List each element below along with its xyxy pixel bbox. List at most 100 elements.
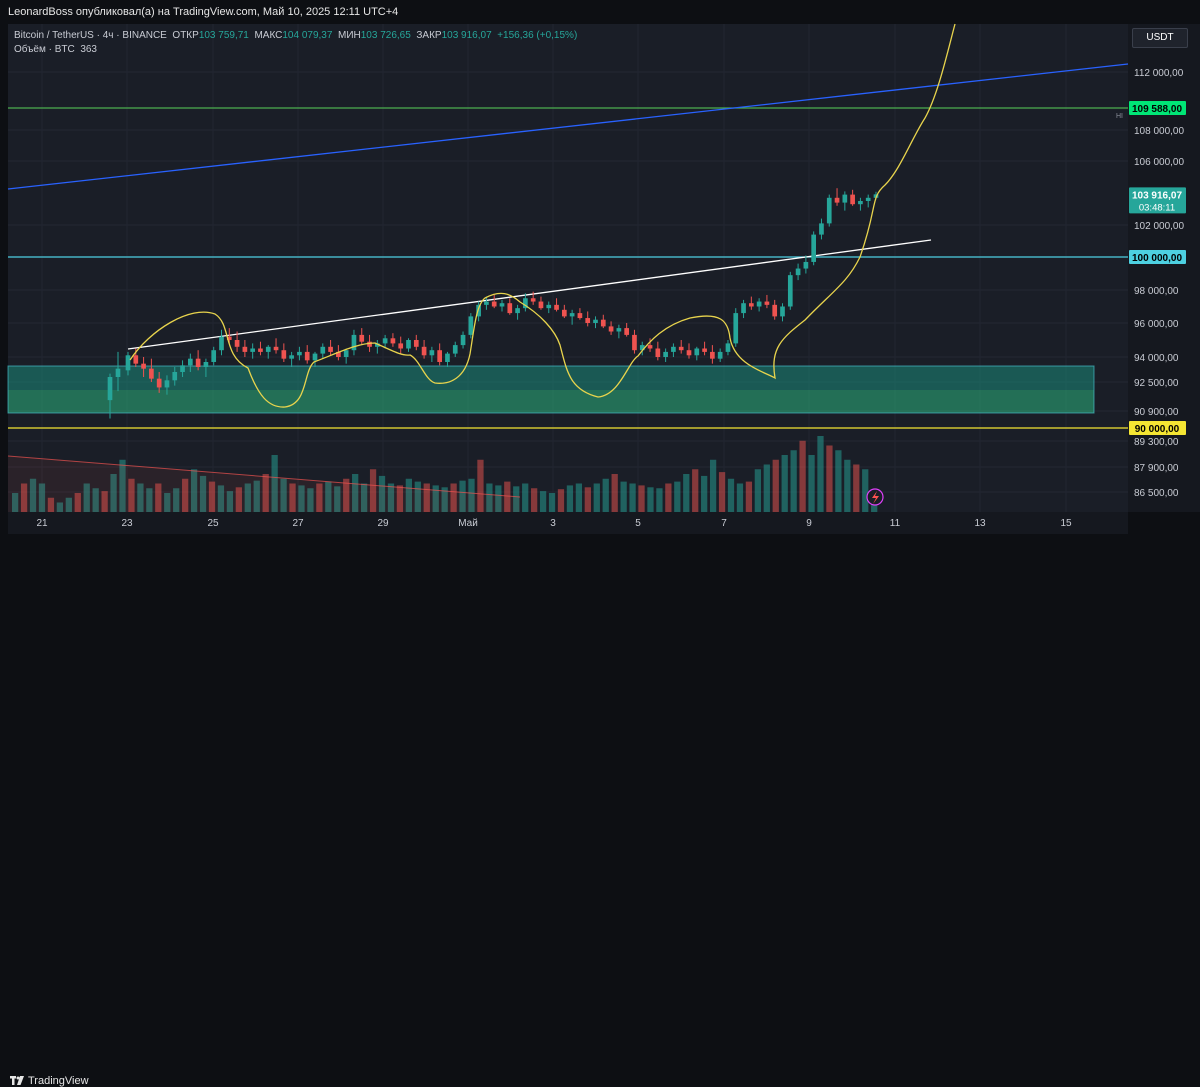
candle-body [850, 194, 855, 205]
candle-body [741, 303, 746, 314]
volume-bar [799, 440, 806, 512]
volume-bar [253, 480, 260, 512]
trend-lines [7, 63, 1129, 512]
volume-bar [548, 493, 556, 512]
volume-bar [781, 455, 788, 512]
chart-legend: Bitcoin / TetherUS · 4ч · BINANCE ОТКР10… [14, 30, 577, 41]
volume-bar [513, 486, 520, 512]
volume-bar [83, 483, 90, 512]
volume-bar [208, 481, 216, 512]
volume-bar [539, 491, 547, 512]
candle-body [312, 353, 318, 361]
volume-bar [378, 475, 386, 512]
volume-bar [656, 488, 663, 512]
x-tick-label: 3 [550, 518, 556, 529]
volume-bar [38, 483, 46, 512]
candle-body [826, 197, 832, 224]
legend-symbol: Bitcoin / TetherUS · 4ч · BINANCE [14, 30, 167, 41]
volume-bar [790, 450, 797, 512]
candle-body [655, 348, 661, 357]
y-tick-label: 112 000,00 [1134, 68, 1184, 79]
candle-body [795, 268, 801, 276]
candle-body [320, 346, 326, 354]
candle-body [242, 346, 248, 352]
grid [8, 24, 1128, 512]
volume-bar [647, 487, 654, 512]
price-label-box [1129, 250, 1186, 264]
candle-body [717, 351, 723, 359]
volume-trend-shade [8, 456, 520, 512]
volume-bar [835, 450, 842, 512]
candle-body [491, 301, 497, 307]
candle-body [819, 223, 824, 235]
volume-bar [217, 485, 225, 512]
candle-body [476, 304, 481, 317]
volume-bar [298, 485, 305, 512]
volume-bar [271, 455, 278, 512]
time-axis[interactable] [8, 512, 1128, 534]
volume-bar [47, 497, 55, 512]
y-tick-label: 96 000,00 [1134, 319, 1179, 330]
candle-body [725, 343, 731, 352]
candle-body [515, 308, 520, 314]
volume-bar [450, 483, 457, 512]
volume-bar [736, 483, 744, 512]
support-zone-upper [8, 366, 1094, 390]
chart-area[interactable] [8, 24, 1128, 512]
candle-body [203, 362, 209, 367]
lightning-icon[interactable] [866, 488, 884, 506]
hi-marker: HI [1116, 113, 1123, 120]
volume-bar [199, 475, 207, 512]
x-tick-label: 5 [635, 518, 641, 529]
legend-high: 104 079,37 [282, 30, 333, 41]
chart-svg[interactable]: 112 000,00 108 000,00 106 000,00 102 000,00… [0, 0, 1200, 562]
volume-bar [182, 478, 189, 512]
volume-label: Объём · BTC [14, 44, 75, 55]
candle-body [406, 340, 411, 349]
volume-bar [74, 493, 81, 512]
support-zone-border [7, 365, 1095, 414]
candle-body [421, 346, 427, 356]
x-tick-label: 21 [36, 518, 48, 529]
price-label-box [1129, 421, 1186, 435]
candle-body [577, 313, 583, 319]
volume-bar [65, 497, 72, 512]
header-bar: LeonardBoss опубликовал(а) на TradingVie… [0, 0, 1200, 24]
volume-bar [423, 483, 430, 512]
candle-body [694, 348, 700, 356]
candle-body [616, 328, 622, 332]
volume-bar [638, 485, 645, 512]
candle-body [297, 351, 302, 356]
volume-bar [844, 459, 851, 512]
volume-bar [173, 488, 180, 512]
legend-high-label: МАКС [254, 30, 283, 41]
candle-body [460, 334, 466, 346]
y-tick-label: 94 000,00 [1134, 353, 1179, 364]
candle-body [429, 350, 435, 356]
candle-body [554, 304, 559, 310]
volume-bar [754, 469, 761, 512]
volume-trend-line [7, 455, 521, 498]
candles [107, 188, 879, 419]
candle-body [756, 301, 762, 307]
volume-bar [164, 493, 171, 512]
volume-bar [155, 483, 162, 512]
candle-body [569, 313, 575, 317]
brand[interactable]: TradingView [10, 1075, 89, 1087]
y-tick-label: 92 500,00 [1134, 378, 1179, 389]
price-label-box [1129, 101, 1186, 115]
candle-body [452, 345, 458, 354]
currency-button[interactable]: USDT [1132, 28, 1188, 48]
candle-body [764, 301, 770, 305]
candle-body [172, 372, 178, 381]
candle-body [226, 336, 232, 340]
candle-body [398, 343, 404, 349]
volume-bar [432, 485, 439, 512]
x-tick-label: Май [458, 518, 478, 529]
candle-body [437, 350, 443, 362]
price-label-text: 90 000,00 [1135, 424, 1180, 435]
candle-body [702, 348, 707, 352]
candle-body [234, 340, 240, 347]
candle-body [686, 350, 692, 356]
volume-bar [692, 469, 699, 512]
